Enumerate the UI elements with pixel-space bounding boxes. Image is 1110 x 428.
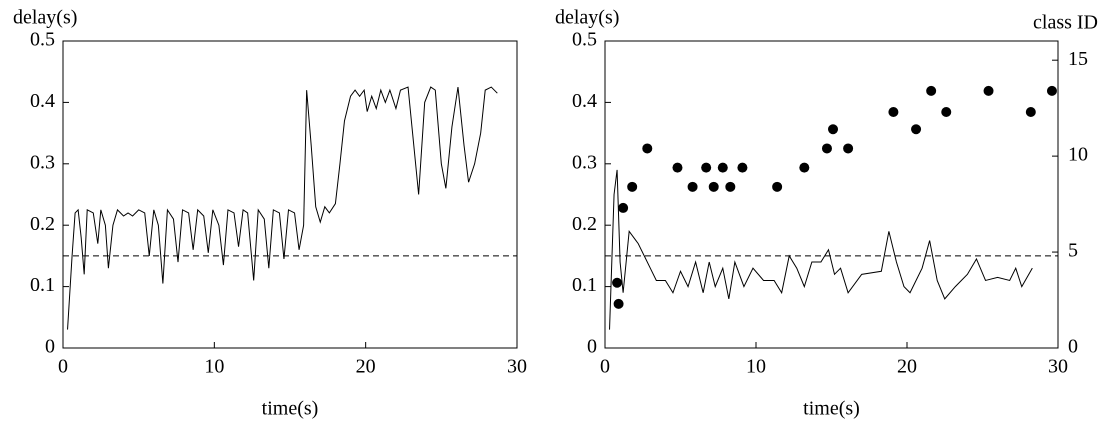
y2-tick-label: 5 xyxy=(1068,240,1078,262)
plot-frame xyxy=(62,40,518,349)
y2-tick-label: 15 xyxy=(1068,48,1088,70)
data-point xyxy=(642,143,653,154)
data-line xyxy=(609,169,1033,330)
x-tick-label: 20 xyxy=(897,356,917,378)
data-point xyxy=(983,85,994,96)
data-point xyxy=(612,277,623,288)
data-point xyxy=(828,124,839,135)
data-point xyxy=(725,181,736,192)
y-tick-label: 0.5 xyxy=(572,29,597,51)
x-axis-label: time(s) xyxy=(803,398,860,420)
x-tick-label: 30 xyxy=(1048,356,1068,378)
y-tick-label: 0 xyxy=(587,336,597,358)
data-point xyxy=(701,162,712,173)
x-tick-label: 20 xyxy=(356,356,376,378)
data-point xyxy=(1025,106,1036,117)
y-tick-label: 0.5 xyxy=(30,29,55,51)
x-tick-label: 0 xyxy=(600,356,610,378)
data-point xyxy=(687,181,698,192)
data-point xyxy=(672,162,683,173)
data-point xyxy=(613,298,624,309)
data-point xyxy=(772,181,783,192)
y-tick-label: 0.2 xyxy=(572,213,597,235)
y-axis-label: delay(s) xyxy=(13,7,77,29)
x-tick-label: 10 xyxy=(746,356,766,378)
y-tick-label: 0.4 xyxy=(30,90,55,112)
data-point xyxy=(911,124,922,135)
data-point xyxy=(737,162,748,173)
y-tick-label: 0.2 xyxy=(30,213,55,235)
y-tick-label: 0 xyxy=(45,336,55,358)
y-tick-label: 0.4 xyxy=(572,90,597,112)
x-axis-label: time(s) xyxy=(262,398,319,420)
y-tick-label: 0.3 xyxy=(572,151,597,173)
data-point xyxy=(941,106,952,117)
data-point xyxy=(843,143,854,154)
plot-frame xyxy=(604,40,1059,349)
data-point xyxy=(627,181,638,192)
data-point xyxy=(708,181,719,192)
y2-tick-label: 10 xyxy=(1068,144,1088,166)
data-point xyxy=(799,162,810,173)
data-point xyxy=(926,85,937,96)
data-point xyxy=(1046,85,1057,96)
y-tick-label: 0.1 xyxy=(572,274,597,296)
data-point xyxy=(717,162,728,173)
y2-axis-label: class ID xyxy=(1033,12,1098,34)
x-tick-label: 0 xyxy=(58,356,68,378)
data-line xyxy=(67,86,498,330)
panel: 0 10 20 3000.10.20.30.40.5051015delay(s)tim… xyxy=(555,7,1098,420)
y-tick-label: 0.3 xyxy=(30,151,55,173)
y2-tick-label: 0 xyxy=(1068,336,1078,358)
y-tick-label: 0.1 xyxy=(30,274,55,296)
data-point xyxy=(888,106,899,117)
data-point xyxy=(821,143,832,154)
y-axis-label: delay(s) xyxy=(555,7,619,29)
data-point xyxy=(618,202,629,213)
x-tick-label: 10 xyxy=(204,356,224,378)
x-tick-label: 30 xyxy=(507,356,527,378)
